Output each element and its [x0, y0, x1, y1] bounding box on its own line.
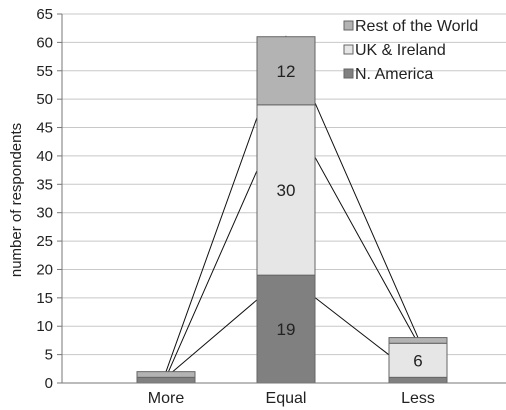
x-tick-label: More: [148, 390, 185, 407]
bar-n-america-equal: [256, 274, 316, 384]
x-tick-label: Equal: [266, 390, 307, 407]
data-label: 6: [413, 351, 422, 370]
bar-rest-of-the-world-more: [136, 371, 196, 378]
y-tick-label: 65: [36, 6, 53, 23]
bar-rest-of-the-world-equal: [256, 36, 316, 106]
y-tick-label: 55: [36, 63, 53, 80]
y-tick-label: 50: [36, 91, 53, 108]
bars: [136, 36, 448, 384]
bar-uk-ireland-equal: [256, 104, 316, 276]
bar-n-america-more: [136, 376, 196, 384]
data-label: 12: [277, 62, 296, 81]
y-tick-label: 15: [36, 290, 53, 307]
axes: 0 5 10 15 20 25 30 35 40 45 50 55 60 65 More Equal Less: [36, 6, 506, 407]
y-tick-label: 35: [36, 176, 53, 193]
bar-rest-of-the-world-less: [388, 337, 448, 344]
data-label: 19: [277, 320, 296, 339]
legend-swatch: [343, 44, 354, 55]
data-labels: 19 30 6 12: [277, 62, 423, 371]
legend-swatch: [343, 68, 354, 79]
y-tick-label: 5: [45, 347, 53, 364]
y-tick-label: 45: [36, 120, 53, 137]
data-label: 30: [277, 181, 296, 200]
y-tick-label: 30: [36, 205, 53, 222]
y-tick-label: 10: [36, 318, 53, 335]
bar-n-america-less: [388, 376, 448, 384]
y-tick-label: 40: [36, 148, 53, 165]
x-tick-label: Less: [401, 390, 435, 407]
legend-entry: Rest of the World: [355, 18, 478, 35]
y-axis-label: number of respondents: [8, 123, 25, 277]
y-tick-label: 20: [36, 261, 53, 278]
y-tick-label: 25: [36, 233, 53, 250]
y-tick-label: 0: [45, 375, 53, 392]
legend: Rest of the World UK & Ireland N. America: [343, 18, 478, 83]
legend-swatch: [343, 20, 354, 31]
y-tick-label: 60: [36, 34, 53, 51]
legend-entry: N. America: [355, 66, 433, 83]
legend-entry: UK & Ireland: [355, 42, 446, 59]
